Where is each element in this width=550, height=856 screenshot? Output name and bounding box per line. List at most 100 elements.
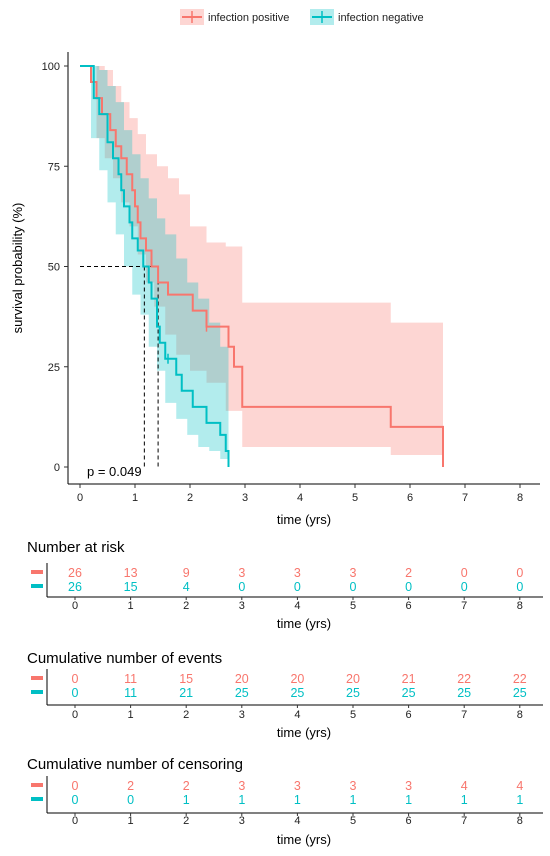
count-negative: 0 xyxy=(516,580,523,594)
table-x-axis-title: time (yrs) xyxy=(277,725,331,740)
count-positive: 3 xyxy=(294,779,301,793)
count-negative: 0 xyxy=(294,580,301,594)
count-negative: 4 xyxy=(183,580,190,594)
table-x-axis-title: time (yrs) xyxy=(277,616,331,631)
count-positive: 3 xyxy=(405,779,412,793)
table-title: Cumulative number of censoring xyxy=(27,756,243,773)
table-x-tick-label: 8 xyxy=(517,600,523,612)
stratum-marker-positive xyxy=(31,570,43,574)
count-negative: 25 xyxy=(290,686,304,700)
p-value-label: p = 0.049 xyxy=(87,464,142,479)
stratum-marker-negative xyxy=(31,797,43,801)
count-positive: 3 xyxy=(350,779,357,793)
legend-label-negative: infection negative xyxy=(338,12,424,24)
count-negative: 11 xyxy=(124,686,137,700)
table-x-tick-label: 0 xyxy=(72,709,78,721)
table-x-tick-label: 8 xyxy=(517,709,523,721)
count-negative: 26 xyxy=(68,580,82,594)
count-negative: 0 xyxy=(238,580,245,594)
count-positive: 3 xyxy=(294,566,301,580)
table-x-tick-label: 0 xyxy=(72,815,78,827)
table-x-tick-label: 0 xyxy=(72,600,78,612)
count-positive: 21 xyxy=(402,672,416,686)
count-negative: 0 xyxy=(72,793,79,807)
table-x-tick-label: 5 xyxy=(350,600,356,612)
count-negative: 1 xyxy=(350,793,357,807)
table-x-tick-label: 4 xyxy=(294,815,300,827)
count-positive: 2 xyxy=(127,779,134,793)
count-negative: 0 xyxy=(127,793,134,807)
count-positive: 22 xyxy=(457,672,471,686)
table-x-tick-label: 8 xyxy=(517,815,523,827)
count-negative: 15 xyxy=(124,580,138,594)
y-tick-label: 0 xyxy=(54,462,60,474)
table-x-tick-label: 2 xyxy=(183,815,189,827)
table-x-tick-label: 1 xyxy=(128,600,134,612)
x-ticks: 0 1 2 3 4 5 6 7 8 xyxy=(77,484,523,504)
count-negative: 1 xyxy=(183,793,190,807)
count-positive: 3 xyxy=(238,566,245,580)
censor-marks xyxy=(167,321,208,364)
stratum-marker-positive xyxy=(31,676,43,680)
count-positive: 2 xyxy=(405,566,412,580)
y-tick-label: 75 xyxy=(48,161,60,173)
x-tick-label: 2 xyxy=(187,492,193,504)
x-tick-label: 0 xyxy=(77,492,83,504)
table-x-tick-label: 6 xyxy=(406,815,412,827)
table-title: Number at risk xyxy=(27,539,125,556)
table-title: Cumulative number of events xyxy=(27,650,222,667)
count-positive: 13 xyxy=(124,566,138,580)
table-x-tick-label: 7 xyxy=(461,600,467,612)
x-tick-label: 3 xyxy=(242,492,248,504)
count-positive: 9 xyxy=(183,566,190,580)
count-positive: 26 xyxy=(68,566,82,580)
count-negative: 1 xyxy=(294,793,301,807)
legend: infection positive infection negative xyxy=(180,9,424,25)
count-negative: 25 xyxy=(457,686,471,700)
table-x-tick-label: 2 xyxy=(183,600,189,612)
count-positive: 4 xyxy=(461,779,468,793)
y-ticks: 0 25 50 75 100 xyxy=(42,61,68,474)
table-x-tick-label: 3 xyxy=(239,709,245,721)
count-positive: 15 xyxy=(179,672,193,686)
y-tick-label: 50 xyxy=(48,262,60,274)
count-positive: 20 xyxy=(290,672,304,686)
table-x-tick-label: 3 xyxy=(239,815,245,827)
count-negative: 25 xyxy=(402,686,416,700)
count-negative: 21 xyxy=(179,686,193,700)
y-tick-label: 25 xyxy=(48,362,60,374)
table-x-tick-label: 4 xyxy=(294,709,300,721)
y-axis-title: survival probability (%) xyxy=(10,203,25,334)
stratum-marker-positive xyxy=(31,783,43,787)
x-tick-label: 7 xyxy=(462,492,468,504)
count-negative: 25 xyxy=(513,686,527,700)
count-negative: 1 xyxy=(238,793,245,807)
count-positive: 2 xyxy=(183,779,190,793)
count-positive: 11 xyxy=(124,672,137,686)
table-x-tick-label: 6 xyxy=(406,600,412,612)
stratum-marker-negative xyxy=(31,690,43,694)
table-x-tick-label: 1 xyxy=(128,709,134,721)
count-negative: 1 xyxy=(405,793,412,807)
survival-curves xyxy=(80,65,444,467)
x-tick-label: 8 xyxy=(517,492,523,504)
count-negative: 0 xyxy=(72,686,79,700)
table-x-tick-label: 4 xyxy=(294,600,300,612)
x-tick-label: 6 xyxy=(407,492,413,504)
table-x-axis-title: time (yrs) xyxy=(277,832,331,847)
count-negative: 0 xyxy=(461,580,468,594)
table-x-tick-label: 7 xyxy=(461,709,467,721)
table-x-tick-label: 7 xyxy=(461,815,467,827)
count-positive: 20 xyxy=(346,672,360,686)
table-x-tick-label: 1 xyxy=(128,815,134,827)
table-x-tick-label: 5 xyxy=(350,709,356,721)
count-negative: 25 xyxy=(235,686,249,700)
count-positive: 3 xyxy=(238,779,245,793)
count-positive: 4 xyxy=(516,779,523,793)
count-negative: 1 xyxy=(516,793,523,807)
table-x-tick-label: 5 xyxy=(350,815,356,827)
count-negative: 25 xyxy=(346,686,360,700)
